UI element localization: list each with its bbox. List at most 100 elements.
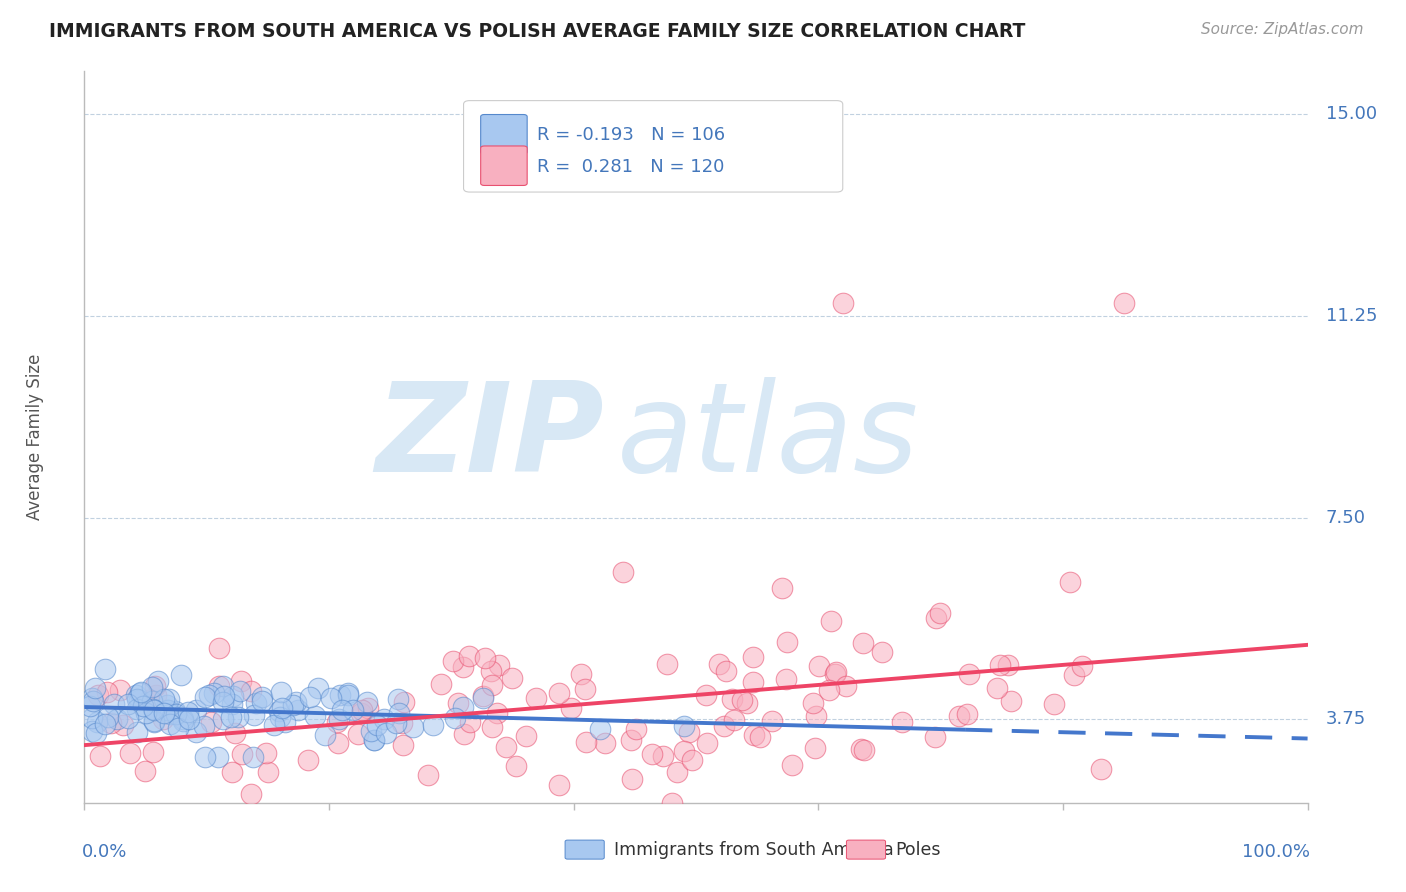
Point [388,706,411,720]
Point [86,714,108,729]
Point [159,717,181,731]
FancyBboxPatch shape [481,114,527,154]
Point [141,680,163,694]
Point [319,690,342,705]
Point [574,808,596,822]
Point [1000,694,1022,708]
Point [96,685,118,699]
Point [1042,698,1064,712]
Point [713,719,735,733]
Point [172,712,194,726]
Point [775,672,797,686]
Text: 0.0%: 0.0% [82,843,128,861]
Point [720,692,742,706]
Text: Poles: Poles [896,840,941,859]
Point [486,706,509,720]
Point [695,689,717,703]
Point [337,686,360,700]
Point [770,581,793,595]
Point [761,714,783,729]
Point [807,658,830,673]
Point [270,685,292,699]
Point [125,702,148,716]
Point [672,744,695,758]
Point [986,681,1008,695]
Point [219,709,242,723]
Point [825,665,848,679]
Point [458,648,481,663]
Text: R =  0.281   N = 120: R = 0.281 N = 120 [537,158,724,177]
Point [110,682,132,697]
Point [441,655,464,669]
Point [666,765,689,780]
Point [193,690,215,704]
Point [548,686,571,700]
Point [801,696,824,710]
Point [612,565,634,579]
Point [714,664,737,678]
Point [744,728,766,742]
Point [193,718,215,732]
Point [336,688,359,702]
Point [172,714,194,728]
Point [1059,574,1081,589]
Point [125,689,148,703]
Point [202,686,225,700]
Point [1063,668,1085,682]
Text: Immigrants from South America: Immigrants from South America [614,840,894,859]
Point [152,712,174,726]
Point [326,714,349,729]
Point [245,696,267,710]
Point [430,677,453,691]
Point [924,611,946,625]
Text: 7.50: 7.50 [1326,508,1365,527]
Point [143,714,166,729]
Point [655,657,678,672]
Point [373,712,395,726]
Point [254,746,277,760]
Point [250,690,273,705]
Point [1071,659,1094,673]
Point [153,691,176,706]
FancyBboxPatch shape [846,840,886,859]
Point [221,765,243,780]
Point [804,709,827,723]
Point [326,736,349,750]
FancyBboxPatch shape [481,146,527,186]
Point [350,703,373,717]
Point [824,667,846,681]
Point [1090,762,1112,776]
Point [159,706,181,721]
Point [82,694,104,708]
Point [239,683,262,698]
Point [157,691,180,706]
Point [481,721,503,735]
Point [263,717,285,731]
Point [741,675,763,690]
Point [141,694,163,708]
Point [166,722,188,736]
Point [820,614,842,628]
Point [135,706,157,721]
Point [453,727,475,741]
Point [177,705,200,719]
Point [342,703,364,717]
FancyBboxPatch shape [464,101,842,192]
Point [145,689,167,703]
Point [117,711,139,725]
Point [402,721,425,735]
Point [184,703,207,717]
Point [444,711,467,725]
Point [707,657,730,672]
Point [471,690,494,704]
Point [156,698,179,712]
Point [575,734,598,748]
Point [957,666,980,681]
Point [129,684,152,698]
Point [285,695,308,709]
Point [392,738,415,752]
Point [82,723,104,738]
Point [212,689,235,703]
Text: Source: ZipAtlas.com: Source: ZipAtlas.com [1201,22,1364,37]
Point [111,718,134,732]
